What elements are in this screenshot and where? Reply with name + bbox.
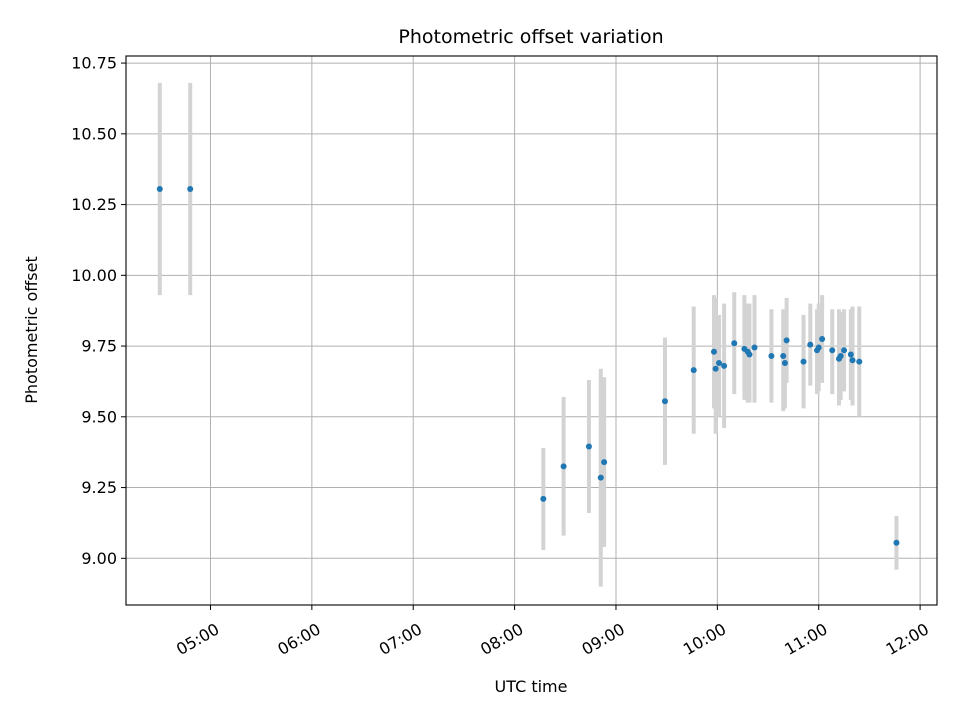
y-tick-label: 9.75: [81, 337, 117, 356]
data-point: [751, 344, 758, 351]
y-tick-label: 10.25: [71, 195, 117, 214]
data-point: [585, 443, 592, 450]
plot-frame: [125, 55, 938, 606]
y-axis-label: Photometric offset: [22, 256, 41, 404]
data-point: [768, 352, 775, 359]
data-point: [849, 357, 856, 364]
y-tick-label: 9.50: [81, 407, 117, 426]
data-point: [721, 362, 728, 369]
y-tick-label: 9.25: [81, 478, 117, 497]
data-point: [780, 352, 787, 359]
data-point: [156, 186, 163, 193]
data-point: [560, 463, 567, 470]
data-point: [847, 351, 854, 358]
chart-title: Photometric offset variation: [398, 26, 663, 48]
y-tick-label: 10.75: [71, 54, 117, 73]
data-point: [893, 539, 900, 546]
data-point: [807, 341, 814, 348]
data-point: [781, 360, 788, 367]
data-point: [856, 358, 863, 365]
data-point: [746, 351, 753, 358]
data-point: [837, 352, 844, 359]
data-point: [783, 337, 790, 344]
x-axis-label: UTC time: [495, 677, 568, 696]
y-tick-label: 9.00: [81, 549, 117, 568]
data-point: [819, 335, 826, 342]
y-axis-ticks: 9.00 9.25 9.50 9.75 10.00 10.25 10.50 10.75: [71, 54, 126, 568]
data-point: [597, 474, 604, 481]
data-point: [716, 360, 723, 367]
data-point: [661, 398, 668, 405]
y-tick-label: 10.50: [71, 124, 117, 143]
data-point: [841, 347, 848, 354]
data-point: [731, 340, 738, 347]
data-point: [800, 358, 807, 365]
data-point: [815, 344, 822, 351]
data-point: [710, 348, 717, 355]
data-point: [829, 347, 836, 354]
y-tick-label: 10.00: [71, 266, 117, 285]
data-point: [601, 459, 608, 466]
grid: [126, 56, 937, 605]
data-point: [712, 365, 719, 372]
data-points: [156, 186, 900, 546]
data-point: [187, 186, 194, 193]
data-point: [540, 495, 547, 502]
data-point: [690, 367, 697, 374]
